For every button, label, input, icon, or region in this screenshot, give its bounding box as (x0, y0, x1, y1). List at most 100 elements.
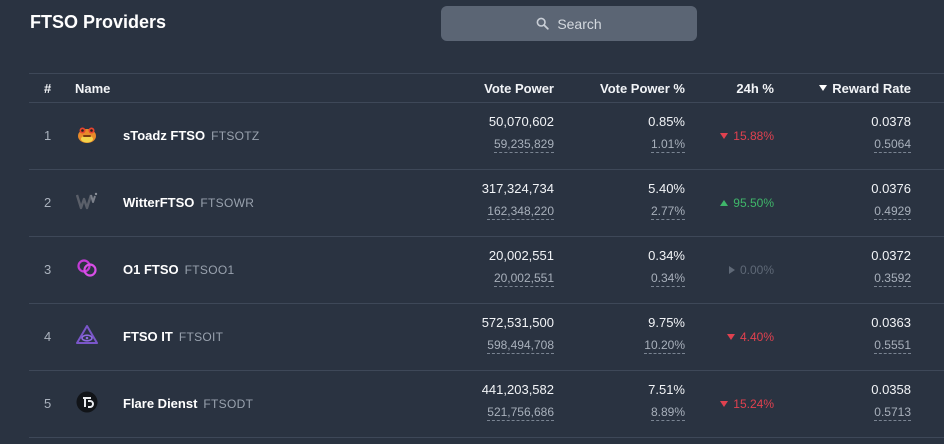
change-24h-value: 0.00% (739, 263, 774, 277)
reward-rate-value: 0.0358 (871, 382, 911, 397)
provider-ticker: FTSOO1 (184, 263, 235, 277)
flare-dienst-logo-icon (76, 391, 98, 413)
search-input[interactable]: Search (441, 6, 697, 41)
vote-power-sub-value[interactable]: 59,235,829 (493, 137, 554, 153)
vote-power-pct-cell: 0.85% 1.01% (525, 103, 685, 170)
trend-down-icon (726, 334, 735, 340)
change-24h-value: 15.24% (733, 397, 774, 411)
provider-ticker: FTSOTZ (211, 129, 260, 143)
vote-power-pct-value: 5.40% (648, 181, 685, 196)
provider-name: WitterFTSO (123, 195, 195, 210)
provider-name: sToadz FTSO (123, 128, 206, 143)
witter-logo-icon (76, 190, 98, 212)
change-24h: 95.50% (720, 196, 774, 210)
vote-power-cell: 20,002,551 20,002,551 (394, 237, 554, 304)
vote-power-value: 317,324,734 (481, 181, 554, 196)
provider-name: O1 FTSO (123, 262, 179, 277)
reward-rate-value: 0.0376 (871, 181, 911, 196)
table-row[interactable]: 2 WitterFTSO FTSOWR 317,324,734 162,348,220 5… (29, 170, 944, 237)
reward-rate-sub-value[interactable]: 0.5551 (874, 338, 911, 354)
change-24h-value: 95.50% (733, 196, 774, 210)
vote-power-value: 50,070,602 (488, 114, 554, 129)
row-rank: 5 (44, 396, 52, 411)
triangle-eye-logo-icon (76, 324, 98, 346)
reward-rate-cell: 0.0363 0.5551 (751, 304, 911, 371)
reward-rate-cell: 0.0358 0.5713 (751, 371, 911, 438)
table-header: # Name Vote Power Vote Power % 24h % Rew… (29, 74, 944, 103)
table-row[interactable]: 4 FTSO IT FTSOIT 572,531,500 598,494,708 9.75… (29, 304, 944, 371)
vote-power-cell: 317,324,734 162,348,220 (394, 170, 554, 237)
trend-up-icon (720, 200, 729, 206)
vote-power-value: 441,203,582 (481, 382, 554, 397)
provider-name-link[interactable]: WitterFTSO FTSOWR (123, 195, 254, 210)
reward-rate-cell: 0.0378 0.5064 (751, 103, 911, 170)
column-header-reward-rate-label: Reward Rate (832, 81, 911, 96)
table-row[interactable]: 1 sToadz FTSO FTSOTZ 50,070,602 59,235,829 0.… (29, 103, 944, 170)
reward-rate-value: 0.0372 (871, 248, 911, 263)
page-title: FTSO Providers (30, 12, 167, 32)
linked-rings-logo-icon (76, 257, 98, 279)
column-header-reward-rate[interactable]: Reward Rate (819, 81, 911, 96)
vote-power-pct-cell: 5.40% 2.77% (525, 170, 685, 237)
provider-ticker: FTSOWR (200, 196, 255, 210)
row-rank: 4 (44, 329, 52, 344)
vote-power-sub-value[interactable]: 20,002,551 (493, 271, 554, 287)
toad-logo-icon (76, 123, 98, 145)
vote-power-pct-value: 9.75% (648, 315, 685, 330)
provider-name-link[interactable]: FTSO IT FTSOIT (123, 329, 223, 344)
vote-power-pct-cell: 9.75% 10.20% (525, 304, 685, 371)
table-row[interactable]: 5 Flare Dienst FTSODT 441,203,582 521,756,68… (29, 371, 944, 438)
trend-down-icon (720, 401, 729, 407)
trend-flat-icon (728, 266, 735, 274)
change-24h: 15.24% (720, 397, 774, 411)
table-row[interactable]: 3 O1 FTSO FTSOO1 20,002,551 20,002,551 0.34% 0… (29, 237, 944, 304)
change-24h-value: 4.40% (739, 330, 774, 344)
row-rank: 2 (44, 195, 52, 210)
column-header-vote-power[interactable]: Vote Power (484, 81, 554, 96)
reward-rate-sub-value[interactable]: 0.3592 (874, 271, 911, 287)
row-rank: 3 (44, 262, 52, 277)
vote-power-pct-sub-value[interactable]: 1.01% (650, 137, 685, 153)
provider-ticker: FTSOIT (178, 330, 224, 344)
vote-power-pct-sub-value[interactable]: 8.89% (650, 405, 685, 421)
reward-rate-sub-value[interactable]: 0.4929 (874, 204, 911, 220)
vote-power-sub-value[interactable]: 162,348,220 (487, 204, 554, 220)
change-24h: 15.88% (720, 129, 774, 143)
vote-power-cell: 50,070,602 59,235,829 (394, 103, 554, 170)
vote-power-pct-value: 0.85% (648, 114, 685, 129)
column-header-name[interactable]: Name (75, 81, 111, 96)
search-icon (536, 17, 550, 30)
provider-name-link[interactable]: O1 FTSO FTSOO1 (123, 262, 234, 277)
search-placeholder: Search (557, 15, 602, 32)
column-header-num[interactable]: # (44, 81, 52, 96)
vote-power-sub-value[interactable]: 598,494,708 (487, 338, 554, 354)
reward-rate-sub-value[interactable]: 0.5064 (874, 137, 911, 153)
vote-power-pct-sub-value[interactable]: 0.34% (650, 271, 685, 287)
sort-desc-icon (819, 85, 828, 91)
vote-power-cell: 441,203,582 521,756,686 (394, 371, 554, 438)
vote-power-value: 572,531,500 (481, 315, 554, 330)
vote-power-value: 20,002,551 (488, 248, 554, 263)
vote-power-pct-cell: 7.51% 8.89% (525, 371, 685, 438)
providers-table: # Name Vote Power Vote Power % 24h % Rew… (29, 73, 944, 438)
provider-name: Flare Dienst (123, 396, 198, 411)
column-header-vote-power-pct[interactable]: Vote Power % (599, 81, 685, 96)
change-24h: 0.00% (728, 263, 774, 277)
vote-power-pct-sub-value[interactable]: 10.20% (644, 338, 685, 354)
vote-power-pct-value: 0.34% (648, 248, 685, 263)
reward-rate-cell: 0.0376 0.4929 (751, 170, 911, 237)
vote-power-pct-sub-value[interactable]: 2.77% (650, 204, 685, 220)
reward-rate-cell: 0.0372 0.3592 (751, 237, 911, 304)
vote-power-cell: 572,531,500 598,494,708 (394, 304, 554, 371)
reward-rate-sub-value[interactable]: 0.5713 (874, 405, 911, 421)
vote-power-sub-value[interactable]: 521,756,686 (487, 405, 554, 421)
column-header-24h[interactable]: 24h % (736, 81, 774, 96)
trend-down-icon (720, 133, 729, 139)
provider-name-link[interactable]: Flare Dienst FTSODT (123, 396, 253, 411)
provider-ticker: FTSODT (203, 397, 254, 411)
reward-rate-value: 0.0363 (871, 315, 911, 330)
provider-name-link[interactable]: sToadz FTSO FTSOTZ (123, 128, 260, 143)
vote-power-pct-cell: 0.34% 0.34% (525, 237, 685, 304)
provider-name: FTSO IT (123, 329, 173, 344)
